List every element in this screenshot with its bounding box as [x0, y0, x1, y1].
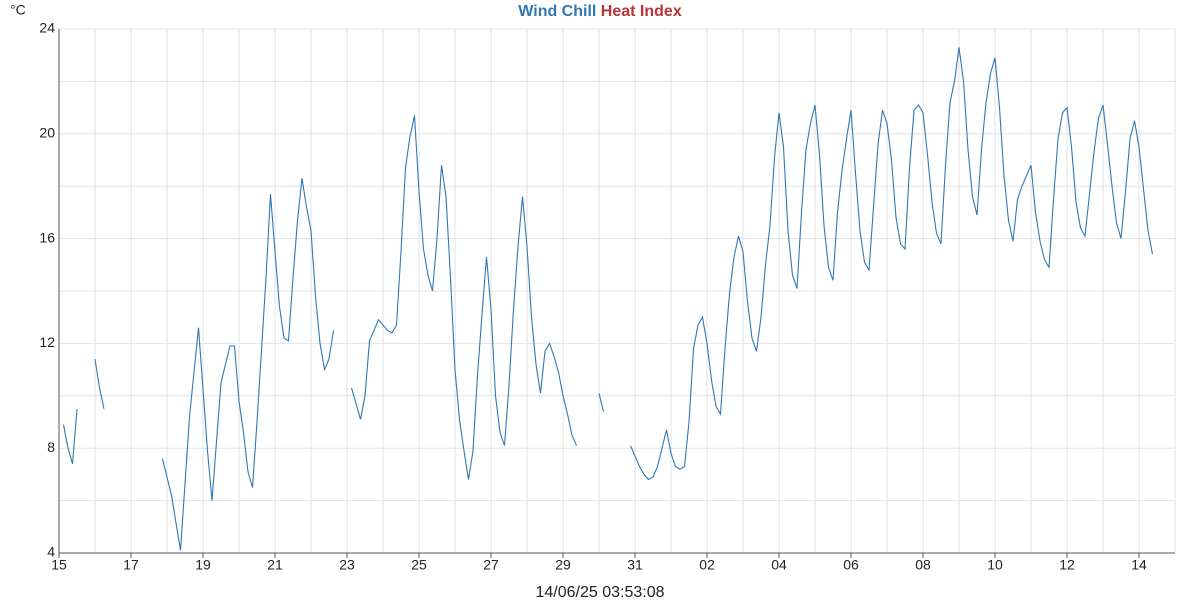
x-tick-label: 10 [987, 557, 1003, 573]
y-tick-label: 4 [47, 544, 55, 560]
x-tick-label: 08 [915, 557, 931, 573]
x-tick-label: 17 [123, 557, 139, 573]
x-tick-label: 04 [771, 557, 787, 573]
y-tick-label: 16 [39, 229, 55, 245]
legend-entry: Wind Chill [518, 3, 596, 20]
x-tick-label: 23 [339, 557, 355, 573]
x-tick-label: 21 [267, 557, 283, 573]
y-tick-label: 24 [39, 20, 55, 36]
unit-label: °C [10, 2, 26, 18]
grid [58, 28, 1176, 554]
x-tick-label: 12 [1059, 557, 1075, 573]
series-line [62, 47, 1154, 551]
x-tick-label: 02 [699, 557, 715, 573]
y-tick-label: 12 [39, 334, 55, 350]
x-tick-label: 14 [1131, 557, 1147, 573]
x-tick-label: 29 [555, 557, 571, 573]
x-tick-label: 15 [51, 557, 67, 573]
x-tick-label: 27 [483, 557, 499, 573]
legend: Wind Chill Heat Index [518, 3, 682, 20]
footer: 14/06/25 03:53:08 [535, 584, 664, 600]
x-tick-label: 19 [195, 557, 211, 573]
legend-entry: Heat Index [601, 3, 682, 20]
x-tick-label: 06 [843, 557, 859, 573]
x-tick-label: 31 [627, 557, 643, 573]
y-tick-label: 20 [39, 125, 55, 141]
y-tick-label: 8 [47, 439, 55, 455]
x-tick-label: 25 [411, 557, 427, 573]
